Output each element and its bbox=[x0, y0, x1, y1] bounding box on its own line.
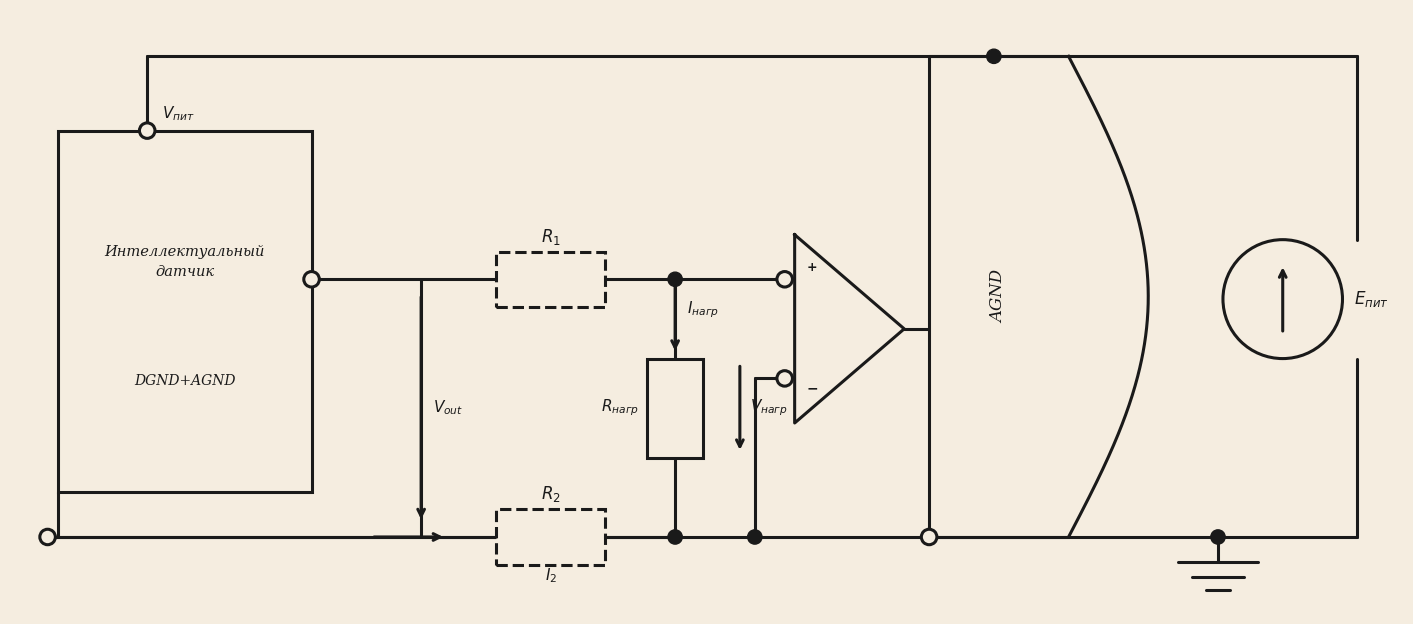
Circle shape bbox=[777, 371, 793, 386]
Circle shape bbox=[304, 271, 319, 287]
Text: Интеллектуальный
датчик: Интеллектуальный датчик bbox=[105, 245, 264, 280]
Circle shape bbox=[668, 272, 682, 286]
Text: $R_1$: $R_1$ bbox=[541, 227, 561, 246]
Text: $V_{out}$: $V_{out}$ bbox=[432, 399, 463, 417]
Text: $R_{нагр}$: $R_{нагр}$ bbox=[602, 398, 639, 419]
Circle shape bbox=[1211, 530, 1225, 544]
Text: $E_{пит}$: $E_{пит}$ bbox=[1355, 289, 1389, 309]
Text: +: + bbox=[807, 261, 817, 275]
Circle shape bbox=[668, 530, 682, 544]
Bar bbox=[496, 509, 605, 565]
Circle shape bbox=[986, 49, 1000, 64]
Text: $V_{пит}$: $V_{пит}$ bbox=[162, 104, 195, 123]
Bar bbox=[496, 251, 605, 307]
Circle shape bbox=[140, 123, 155, 139]
Text: $I_2$: $I_2$ bbox=[544, 567, 557, 585]
Circle shape bbox=[747, 530, 762, 544]
Text: −: − bbox=[807, 381, 818, 396]
Circle shape bbox=[777, 271, 793, 287]
Circle shape bbox=[921, 529, 937, 545]
Text: AGND: AGND bbox=[991, 270, 1007, 323]
Circle shape bbox=[1224, 240, 1342, 359]
Bar bbox=[647, 359, 704, 457]
Bar bbox=[58, 130, 311, 492]
Text: $R_2$: $R_2$ bbox=[541, 484, 561, 504]
Text: DGND+AGND: DGND+AGND bbox=[134, 374, 236, 388]
Text: $I_{нагр}$: $I_{нагр}$ bbox=[687, 299, 719, 319]
Text: $V_{нагр}$: $V_{нагр}$ bbox=[750, 398, 787, 419]
Circle shape bbox=[40, 529, 55, 545]
